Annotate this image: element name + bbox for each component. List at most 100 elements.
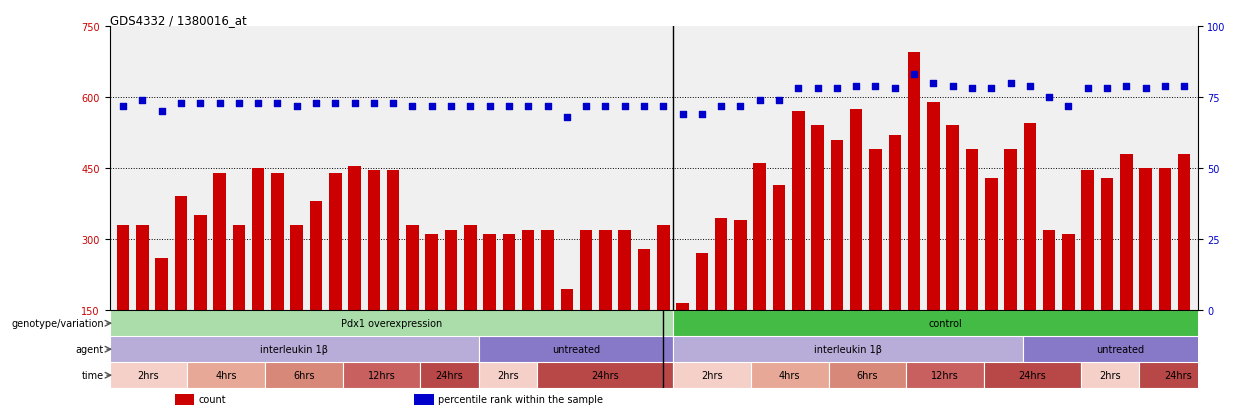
Point bbox=[1040, 95, 1059, 101]
Point bbox=[1078, 86, 1098, 93]
Text: control: control bbox=[929, 318, 962, 328]
Bar bbox=[271, 173, 284, 381]
Point bbox=[904, 72, 924, 78]
Bar bbox=[1101, 178, 1113, 381]
Text: 4hrs: 4hrs bbox=[215, 370, 237, 380]
Bar bbox=[387, 171, 400, 381]
Point bbox=[847, 83, 867, 90]
Bar bbox=[830, 140, 843, 381]
Bar bbox=[676, 304, 688, 381]
Text: 2hrs: 2hrs bbox=[497, 370, 519, 380]
Bar bbox=[928, 102, 940, 381]
Bar bbox=[265, 362, 342, 388]
Point bbox=[827, 86, 847, 93]
Text: genotype/variation: genotype/variation bbox=[11, 318, 105, 328]
Bar bbox=[674, 362, 751, 388]
Bar bbox=[349, 166, 361, 381]
Point bbox=[306, 100, 326, 107]
Point bbox=[981, 86, 1001, 93]
Bar bbox=[828, 362, 906, 388]
Bar bbox=[187, 362, 265, 388]
Bar bbox=[464, 225, 477, 381]
Bar bbox=[1082, 171, 1094, 381]
Bar bbox=[966, 150, 979, 381]
Text: 2hrs: 2hrs bbox=[701, 370, 723, 380]
Point bbox=[1058, 103, 1078, 109]
Point bbox=[672, 112, 692, 118]
Bar bbox=[984, 362, 1081, 388]
Point bbox=[248, 100, 268, 107]
Point bbox=[499, 103, 519, 109]
Bar bbox=[850, 109, 863, 381]
Bar bbox=[290, 225, 303, 381]
Point bbox=[634, 103, 654, 109]
Point bbox=[942, 83, 962, 90]
Text: 12hrs: 12hrs bbox=[931, 370, 959, 380]
Point bbox=[190, 100, 210, 107]
Bar bbox=[1081, 362, 1139, 388]
Point bbox=[268, 100, 288, 107]
Point bbox=[538, 103, 558, 109]
Text: 2hrs: 2hrs bbox=[1099, 370, 1120, 380]
Point bbox=[1117, 83, 1137, 90]
Bar bbox=[426, 235, 438, 381]
Point bbox=[788, 86, 808, 93]
Text: 12hrs: 12hrs bbox=[367, 370, 396, 380]
Point bbox=[383, 100, 403, 107]
Point bbox=[885, 86, 905, 93]
Text: time: time bbox=[82, 370, 105, 380]
Point bbox=[518, 103, 538, 109]
Text: 6hrs: 6hrs bbox=[857, 370, 878, 380]
Point bbox=[441, 103, 461, 109]
Bar bbox=[906, 362, 984, 388]
Text: agent: agent bbox=[76, 344, 105, 354]
Point bbox=[769, 97, 789, 104]
Bar bbox=[946, 126, 959, 381]
Bar bbox=[136, 225, 148, 381]
Text: 24hrs: 24hrs bbox=[436, 370, 463, 380]
Point bbox=[152, 109, 172, 115]
Point bbox=[171, 100, 190, 107]
Bar bbox=[637, 249, 650, 381]
Point bbox=[557, 114, 576, 121]
Point bbox=[654, 103, 674, 109]
Point bbox=[461, 103, 481, 109]
Point bbox=[576, 103, 596, 109]
Bar bbox=[1005, 150, 1017, 381]
Bar bbox=[174, 394, 194, 405]
Point bbox=[1020, 83, 1040, 90]
Bar bbox=[479, 362, 537, 388]
Text: 24hrs: 24hrs bbox=[1164, 370, 1193, 380]
Point bbox=[422, 103, 442, 109]
Point bbox=[345, 100, 365, 107]
Bar bbox=[753, 164, 766, 381]
Text: count: count bbox=[199, 394, 227, 404]
Bar bbox=[773, 185, 786, 381]
Bar bbox=[117, 225, 129, 381]
Bar bbox=[415, 394, 433, 405]
Point bbox=[692, 112, 712, 118]
Bar bbox=[110, 311, 674, 336]
Point bbox=[595, 103, 615, 109]
Point bbox=[286, 103, 306, 109]
Point bbox=[1135, 86, 1155, 93]
Point bbox=[749, 97, 769, 104]
Bar bbox=[1043, 230, 1056, 381]
Bar bbox=[194, 216, 207, 381]
Bar bbox=[1178, 154, 1190, 381]
Bar bbox=[342, 362, 421, 388]
Point bbox=[1097, 86, 1117, 93]
Bar bbox=[1062, 235, 1074, 381]
Bar bbox=[421, 362, 479, 388]
Bar bbox=[1159, 169, 1172, 381]
Bar bbox=[479, 336, 674, 362]
Text: untreated: untreated bbox=[1096, 344, 1144, 354]
Bar bbox=[580, 230, 593, 381]
Text: percentile rank within the sample: percentile rank within the sample bbox=[438, 394, 603, 404]
Bar bbox=[522, 230, 534, 381]
Point bbox=[1155, 83, 1175, 90]
Bar bbox=[251, 169, 264, 381]
Bar bbox=[792, 112, 804, 381]
Bar bbox=[174, 197, 187, 381]
Point bbox=[924, 80, 944, 87]
